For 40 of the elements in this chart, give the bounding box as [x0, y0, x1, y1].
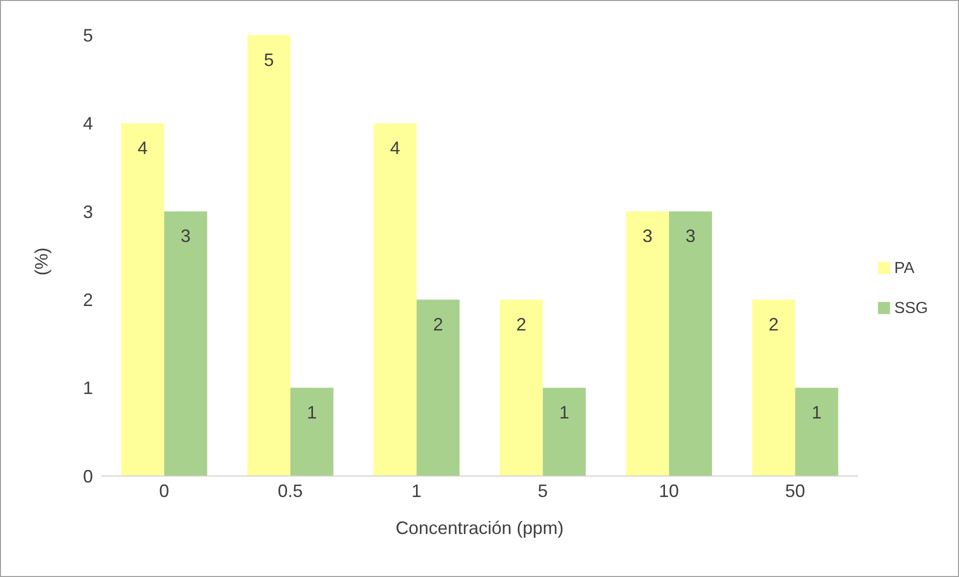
- data-label: 3: [180, 226, 191, 246]
- y-tick-label: 2: [82, 290, 93, 310]
- data-label: 5: [264, 50, 274, 70]
- bar: [626, 211, 669, 476]
- x-tick-label: 50: [785, 480, 806, 501]
- y-tick-label: 5: [82, 25, 93, 46]
- bar: [500, 300, 543, 476]
- x-tick-label: 1: [411, 480, 422, 501]
- bar: [290, 388, 334, 476]
- bar: [416, 300, 460, 476]
- y-tick-label: 1: [82, 378, 93, 398]
- y-tick-label: 3: [82, 202, 93, 222]
- data-label: 4: [390, 138, 400, 158]
- data-label: 2: [768, 314, 779, 334]
- legend-label: PA: [894, 260, 914, 276]
- x-tick-label: 0.5: [278, 480, 303, 501]
- y-tick-label: 0: [82, 466, 93, 486]
- bar: [121, 123, 164, 476]
- legend-label: SSG: [894, 300, 928, 316]
- bar: [795, 388, 838, 476]
- bar: [374, 123, 417, 476]
- bar: [752, 300, 796, 476]
- x-tick-label: 5: [538, 480, 548, 501]
- y-axis-title: (%): [31, 248, 52, 276]
- x-tick-label: 10: [658, 480, 679, 501]
- data-label: 1: [559, 402, 570, 423]
- bar: [164, 211, 208, 476]
- x-tick-label: 0: [159, 480, 170, 501]
- data-label: 1: [306, 402, 317, 423]
- x-axis-title: Concentración (ppm): [396, 518, 564, 538]
- data-label: 2: [433, 314, 444, 334]
- data-label: 4: [138, 138, 148, 158]
- data-label: 1: [812, 402, 822, 423]
- bar: [668, 211, 712, 476]
- bar: [542, 388, 586, 476]
- data-label: 3: [642, 226, 652, 246]
- y-tick-label: 4: [82, 114, 93, 134]
- data-label: 2: [516, 314, 526, 334]
- data-label: 3: [685, 226, 696, 246]
- bar: [247, 35, 290, 476]
